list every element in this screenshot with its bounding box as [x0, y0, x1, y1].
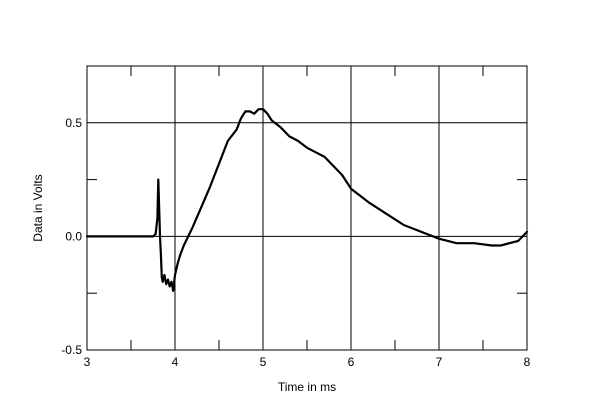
- y-axis-title: Data in Volts: [31, 174, 45, 241]
- y-tick-label: 0.5: [65, 116, 82, 130]
- x-tick-label: 8: [524, 355, 531, 369]
- plot-frame: [86, 65, 528, 351]
- series-layer: [85, 108, 529, 292]
- x-tick-labels: 3 4 5 6 7 8: [84, 355, 531, 369]
- y-tick-labels: -0.5 0.0 0.5: [61, 116, 82, 357]
- x-tick-label: 4: [172, 355, 179, 369]
- x-tick-label: 6: [348, 355, 355, 369]
- x-tick-label: 7: [436, 355, 443, 369]
- x-axis-title: Time in ms: [278, 380, 336, 394]
- series-line: [85, 108, 529, 292]
- tick-layer: [87, 66, 527, 350]
- x-tick-label: 5: [260, 355, 267, 369]
- y-tick-label: 0.0: [65, 229, 82, 243]
- x-tick-label: 3: [84, 355, 91, 369]
- plot-background: [87, 66, 527, 350]
- y-tick-label: -0.5: [61, 343, 82, 357]
